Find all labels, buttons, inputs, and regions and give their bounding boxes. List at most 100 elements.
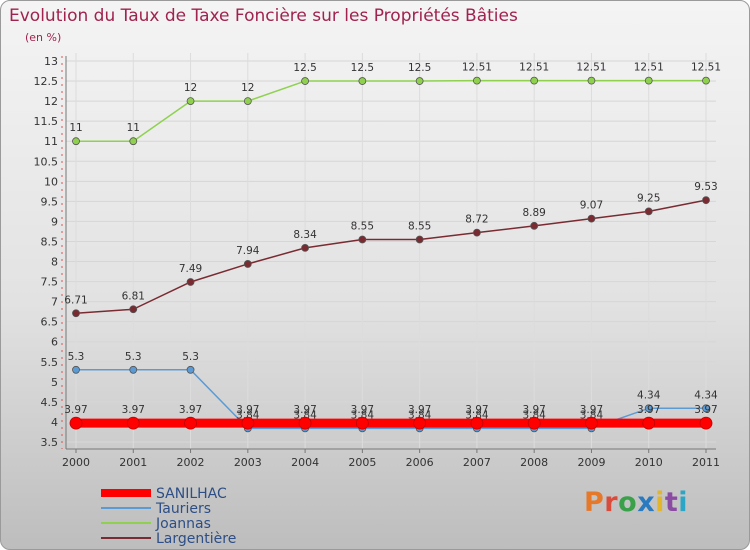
data-label: 11 (69, 122, 82, 134)
data-label: 3.97 (694, 404, 717, 416)
data-label: 3.97 (351, 404, 374, 416)
y-tick-label: 4.5 (41, 396, 59, 409)
legend-label: Tauriers (155, 501, 211, 517)
data-label: 5.3 (68, 351, 85, 363)
data-point (585, 416, 598, 430)
data-label: 12.51 (691, 62, 721, 74)
data-point (702, 404, 710, 413)
data-point (129, 365, 138, 374)
data-label: 3.97 (408, 404, 431, 416)
legend-label: Joannas (155, 516, 211, 532)
y-tick-label: 4 (51, 416, 58, 429)
data-label: 12.5 (351, 62, 374, 74)
data-point (470, 416, 484, 430)
data-label: 12.51 (519, 62, 549, 74)
data-point (699, 416, 713, 430)
y-tick-label: 6.5 (41, 316, 59, 329)
data-point (298, 416, 312, 430)
x-tick-label: 2011 (692, 456, 720, 469)
y-tick-label: 3.5 (41, 436, 59, 449)
data-label: 3.84 (465, 409, 489, 421)
data-point (702, 196, 710, 205)
data-point (702, 76, 710, 85)
data-point (186, 97, 195, 106)
data-label: 9.25 (637, 192, 660, 204)
data-point (243, 97, 252, 106)
data-point (587, 76, 596, 85)
data-point (644, 207, 653, 216)
y-tick-label: 8 (51, 256, 58, 269)
data-label: 8.55 (351, 220, 374, 232)
logo-letter: i (655, 487, 665, 518)
data-label: 3.97 (637, 404, 660, 416)
x-tick-label: 2003 (234, 456, 262, 469)
logo-letter: r (604, 487, 619, 518)
data-point (72, 365, 80, 374)
data-point (644, 404, 653, 413)
logo-letter: o (618, 487, 638, 518)
data-label: 12 (184, 82, 197, 94)
y-tick-label: 11.5 (34, 115, 59, 128)
series-line-largentière (75, 199, 707, 315)
data-point (72, 309, 80, 318)
y-tick-label: 13 (44, 55, 58, 68)
data-label: 8.89 (522, 207, 545, 219)
data-point (358, 77, 367, 85)
data-point (186, 278, 195, 286)
data-point (301, 77, 309, 85)
data-label: 12.51 (576, 62, 606, 74)
data-point (69, 416, 83, 430)
data-point (530, 221, 539, 230)
data-point (186, 365, 195, 374)
data-point (72, 137, 80, 146)
data-label: 4.34 (637, 389, 661, 401)
data-label: 8.55 (408, 220, 431, 232)
data-label: 5.3 (125, 351, 142, 363)
logo-letter: i (678, 487, 689, 518)
legend-label: Largentière (156, 531, 236, 547)
x-tick-label: 2005 (348, 456, 376, 469)
data-point (243, 260, 252, 268)
y-tick-label: 11 (44, 135, 58, 148)
y-tick-label: 7 (51, 296, 58, 309)
chart-subtitle: (en %) (25, 31, 62, 44)
y-tick-label: 7.5 (41, 276, 59, 289)
data-label: 3.97 (522, 404, 545, 416)
logo-letter: x (637, 487, 656, 518)
data-point (129, 305, 138, 314)
data-label: 7.94 (236, 245, 260, 257)
y-tick-label: 6 (51, 336, 58, 349)
data-label: 12 (241, 82, 254, 94)
data-point (355, 416, 369, 430)
data-point (644, 76, 653, 85)
x-tick-label: 2002 (177, 456, 205, 469)
data-label: 3.84 (522, 409, 546, 421)
data-label: 12.5 (408, 62, 431, 74)
data-point (129, 137, 138, 146)
y-tick-label: 10.5 (34, 155, 59, 168)
y-tick-label: 9.5 (41, 195, 59, 208)
data-label: 7.49 (179, 263, 202, 275)
x-tick-label: 2006 (406, 456, 434, 469)
x-tick-label: 2000 (62, 456, 90, 469)
data-point (473, 228, 481, 237)
data-label: 9.07 (580, 200, 603, 212)
y-tick-label: 5 (51, 376, 58, 389)
x-tick-label: 2008 (520, 456, 548, 469)
data-label: 6.81 (122, 290, 145, 302)
data-label: 12.51 (634, 62, 664, 74)
x-tick-label: 2007 (463, 456, 491, 469)
data-point (413, 416, 427, 430)
data-label: 6.71 (64, 294, 87, 306)
data-label: 3.84 (236, 409, 260, 421)
data-label: 3.84 (293, 409, 317, 421)
data-point (241, 416, 255, 430)
y-tick-label: 5.5 (41, 356, 59, 369)
y-tick-label: 9 (51, 215, 58, 228)
data-point (530, 76, 539, 85)
data-point (126, 416, 140, 430)
data-label: 11 (127, 122, 140, 134)
data-label: 3.97 (179, 404, 202, 416)
legend-label: SANILHAC (156, 486, 227, 502)
